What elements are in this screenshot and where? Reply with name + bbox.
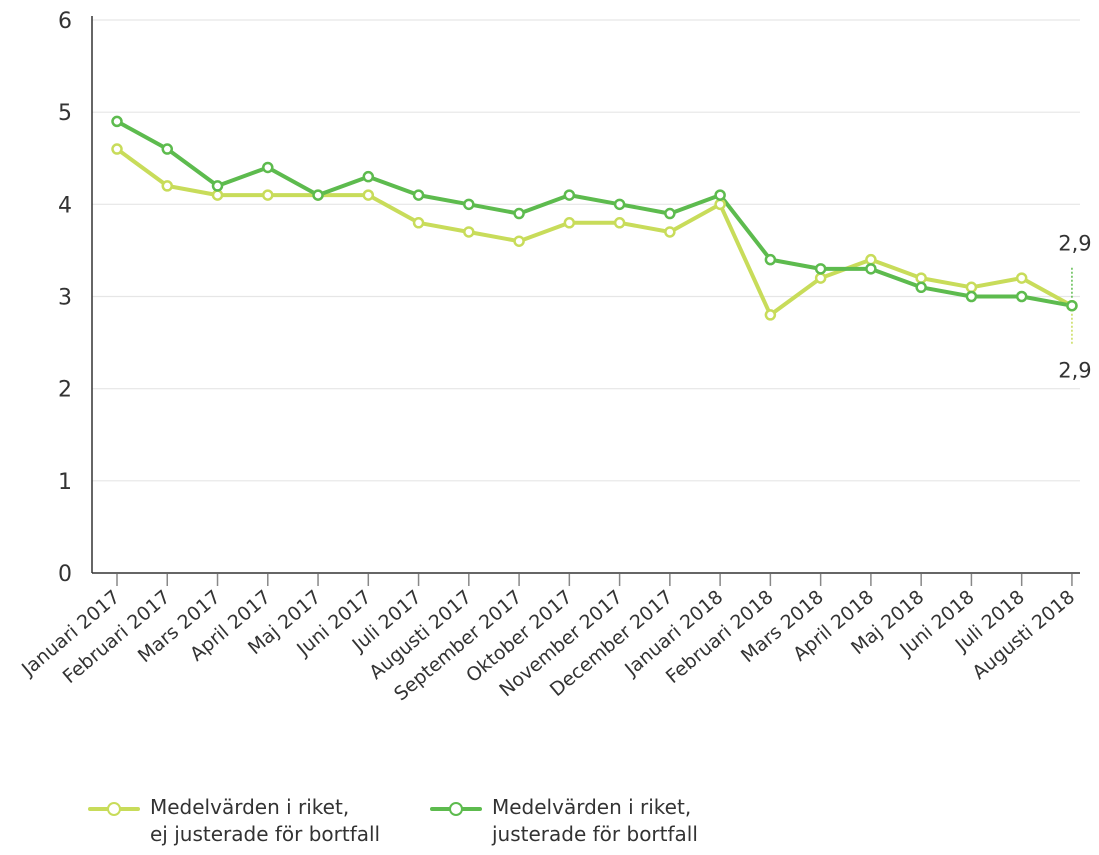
data-point-1 — [915, 281, 927, 294]
data-point-1 — [111, 115, 123, 128]
data-point-1 — [664, 207, 676, 220]
series-line-1 — [115, 119, 1074, 308]
data-point-1 — [312, 189, 324, 201]
data-point-0 — [412, 217, 425, 229]
data-point-0 — [865, 253, 877, 266]
legend-label-adjusted: Medelvärden i riket, justerade för bortf… — [492, 795, 698, 846]
data-point-1 — [814, 263, 827, 275]
data-point-1 — [412, 189, 425, 201]
y-tick-label: 3 — [58, 286, 72, 311]
y-tick-label: 0 — [58, 562, 72, 587]
data-point-1 — [865, 263, 877, 275]
annotation-label: 2,9 — [1058, 232, 1091, 256]
data-point-0 — [463, 226, 475, 238]
data-point-1 — [613, 198, 626, 211]
legend-item-unadjusted: Medelvärden i riket, ej justerade för bo… — [88, 794, 380, 848]
grid-lines — [92, 19, 1080, 482]
data-point-0 — [161, 180, 174, 192]
data-point-1 — [764, 253, 777, 266]
data-point-0 — [764, 309, 777, 321]
annotation-label: 2,9 — [1058, 359, 1091, 383]
data-point-0 — [613, 217, 626, 229]
data-point-0 — [915, 272, 927, 284]
data-point-1 — [965, 290, 978, 303]
data-point-0 — [965, 281, 978, 294]
data-point-1 — [563, 189, 576, 201]
data-point-1 — [1015, 290, 1028, 303]
data-point-0 — [814, 272, 827, 284]
y-tick-label: 6 — [58, 9, 72, 34]
data-point-1 — [161, 143, 174, 155]
data-point-0 — [111, 143, 123, 155]
data-point-0 — [664, 226, 676, 238]
data-point-1 — [1066, 299, 1078, 312]
y-tick-label: 2 — [58, 378, 72, 403]
data-labels: 2,9 2,9 — [1058, 232, 1091, 383]
y-tick-label: 1 — [58, 470, 72, 495]
legend-swatch-unadjusted — [88, 800, 140, 818]
data-point-0 — [211, 189, 224, 201]
legend-label-unadjusted: Medelvärden i riket, ej justerade för bo… — [150, 795, 381, 846]
data-point-0 — [714, 198, 726, 211]
data-point-1 — [513, 207, 525, 220]
y-tick-label: 5 — [58, 101, 72, 126]
y-tick-label: 4 — [58, 193, 72, 218]
data-point-0 — [513, 235, 525, 247]
legend-swatch-adjusted — [430, 800, 482, 818]
data-point-1 — [714, 189, 726, 201]
legend-item-adjusted: Medelvärden i riket, justerade för bortf… — [430, 794, 698, 848]
data-point-0 — [563, 217, 576, 229]
data-point-1 — [463, 198, 475, 211]
data-point-1 — [262, 161, 274, 174]
data-point-1 — [362, 170, 375, 183]
series-lines — [111, 115, 1078, 321]
data-point-1 — [211, 180, 224, 192]
data-point-0 — [362, 189, 375, 201]
data-point-0 — [1015, 272, 1028, 284]
data-point-0 — [262, 189, 274, 201]
series-line-0 — [115, 147, 1074, 317]
